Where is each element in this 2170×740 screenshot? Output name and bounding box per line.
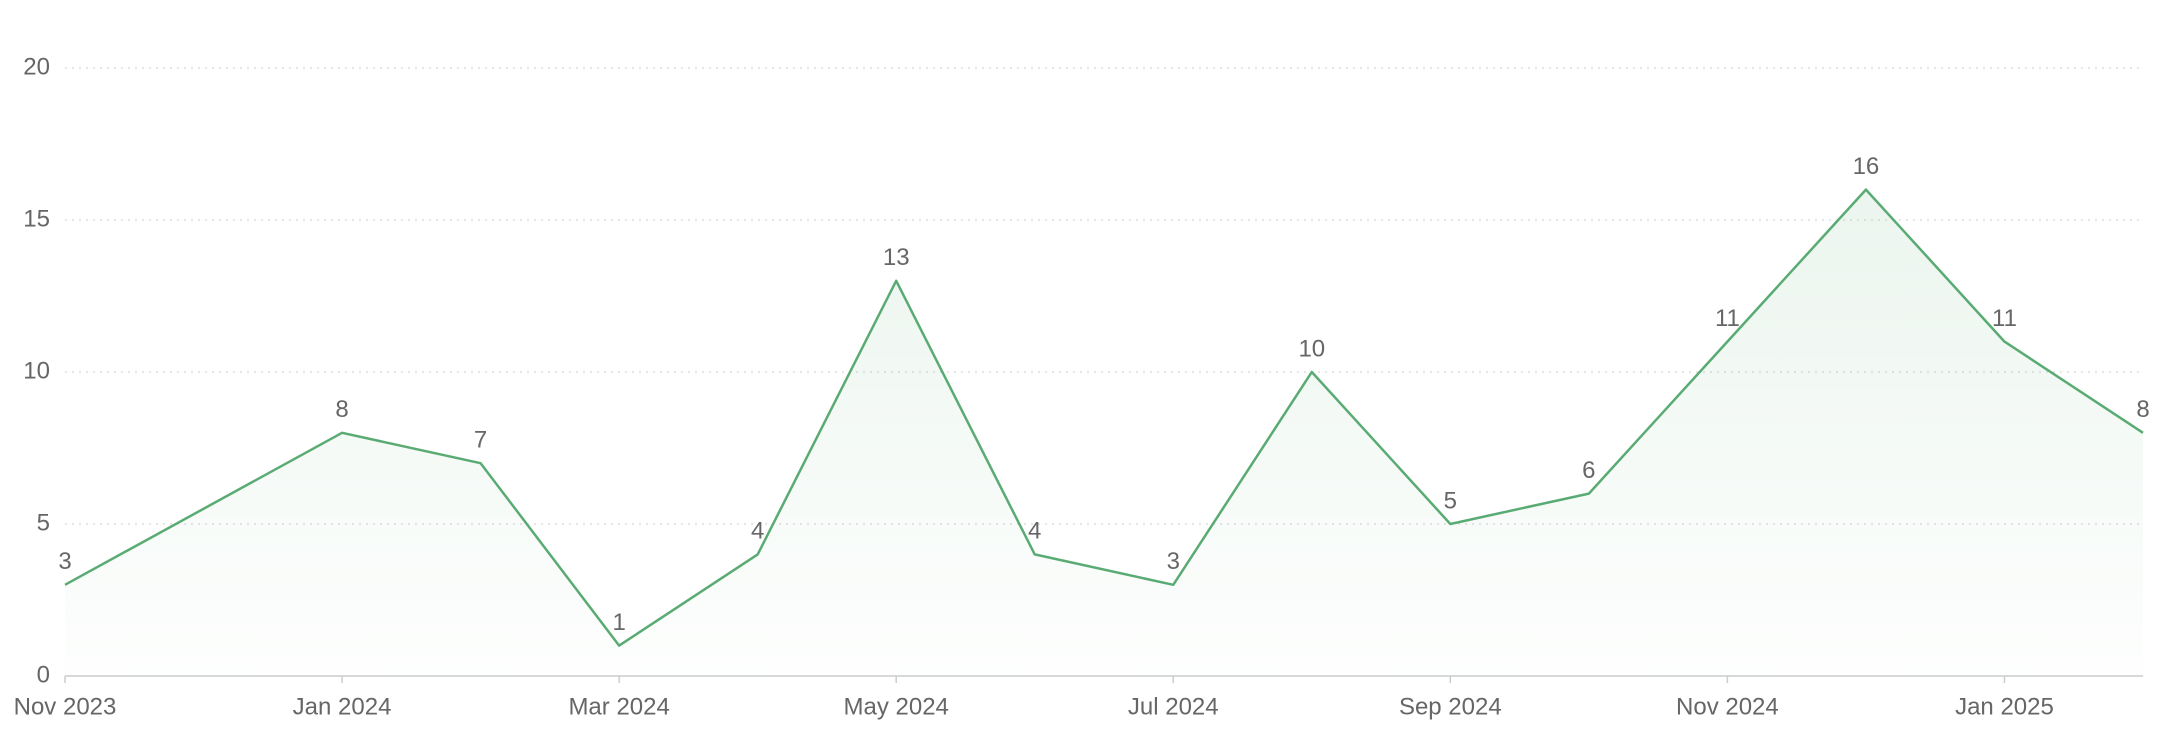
data-label: 11	[1715, 305, 1740, 332]
data-label: 4	[1028, 518, 1041, 545]
data-label: 3	[1167, 548, 1180, 575]
data-label: 3	[58, 548, 71, 575]
x-tick-label: Jul 2024	[1128, 693, 1219, 720]
x-tick-label: Nov 2023	[14, 693, 117, 720]
x-tick-label: Sep 2024	[1399, 693, 1502, 720]
x-tick-label: Nov 2024	[1676, 693, 1779, 720]
data-label: 8	[335, 396, 348, 423]
y-tick-label: 15	[23, 205, 50, 232]
y-tick-label: 0	[37, 661, 50, 688]
data-label: 6	[1582, 457, 1595, 484]
x-tick-label: May 2024	[843, 693, 948, 720]
data-label: 4	[751, 518, 764, 545]
x-tick-label: Jan 2024	[293, 693, 392, 720]
data-label: 1	[612, 609, 625, 636]
line	[64, 188, 2144, 647]
data-label: 7	[474, 427, 487, 454]
y-tick-label: 5	[37, 509, 50, 536]
x-tick-label: Mar 2024	[568, 693, 669, 720]
data-label: 13	[883, 244, 910, 271]
data-label: 11	[1992, 305, 2017, 332]
area-fill	[65, 189, 2143, 676]
y-tick-label: 20	[23, 53, 50, 80]
data-label: 5	[1444, 487, 1457, 514]
data-label: 16	[1853, 153, 1880, 180]
x-tick-label: Jan 2025	[1955, 693, 2054, 720]
data-label: 8	[2136, 396, 2149, 423]
y-tick-label: 10	[23, 357, 50, 384]
data-label: 10	[1298, 335, 1325, 362]
